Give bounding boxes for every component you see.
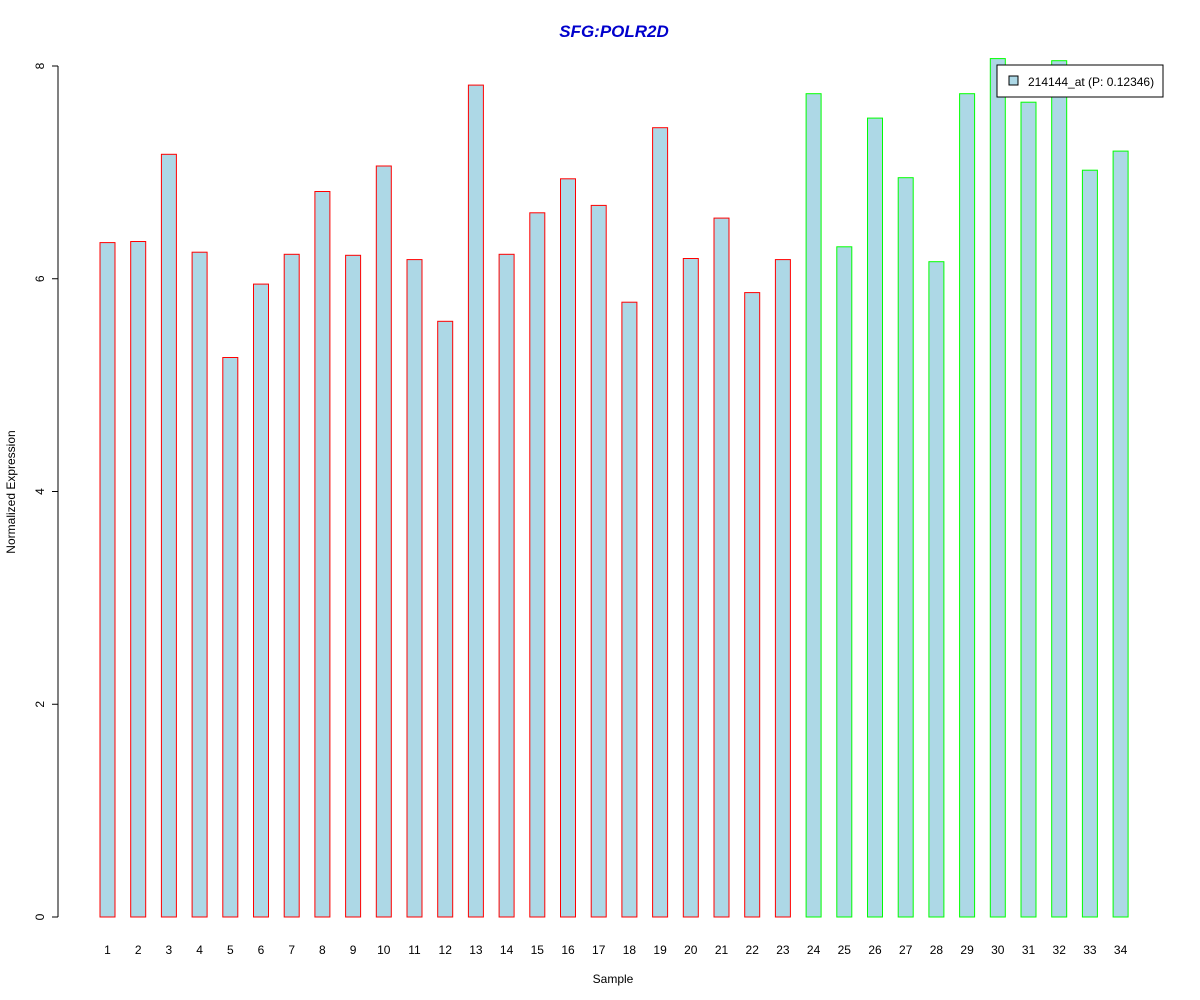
legend-box bbox=[996, 64, 1164, 98]
bar-sample-24 bbox=[805, 93, 822, 918]
y-tick-label: 2 bbox=[33, 701, 47, 708]
bar-sample-2 bbox=[130, 241, 147, 918]
x-tick-label: 29 bbox=[960, 943, 974, 957]
x-tick-label: 26 bbox=[868, 943, 882, 957]
x-axis: 1 2 3 4 5 6 7 8 9 10 11 12 13 14 15 16 17 18 19 20 21 22 23 24 2… bbox=[104, 943, 1127, 957]
y-tick-label: 4 bbox=[33, 488, 47, 495]
bar-sample-13 bbox=[467, 84, 484, 918]
x-tick-label: 9 bbox=[350, 943, 357, 957]
x-tick-label: 18 bbox=[623, 943, 637, 957]
bar-sample-30 bbox=[989, 58, 1006, 918]
bar-sample-14 bbox=[498, 253, 515, 918]
x-tick-label: 12 bbox=[439, 943, 453, 957]
y-tick-label: 6 bbox=[33, 275, 47, 282]
bar-sample-7 bbox=[283, 253, 300, 918]
x-tick-label: 19 bbox=[653, 943, 667, 957]
bar-sample-17 bbox=[590, 204, 607, 918]
x-axis-title: Sample bbox=[593, 972, 634, 986]
x-tick-label: 13 bbox=[469, 943, 483, 957]
bar-sample-4 bbox=[191, 251, 208, 918]
y-axis-title: Normalized Expression bbox=[4, 430, 18, 553]
x-tick-label: 17 bbox=[592, 943, 606, 957]
bar-sample-16 bbox=[560, 178, 576, 918]
x-tick-label: 16 bbox=[561, 943, 575, 957]
legend-label: 214144_at (P: 0.12346) bbox=[1028, 75, 1154, 89]
bar-sample-23 bbox=[774, 259, 791, 918]
bar-sample-18 bbox=[621, 301, 638, 918]
x-tick-label: 30 bbox=[991, 943, 1005, 957]
bar-sample-10 bbox=[375, 165, 392, 918]
legend: 214144_at (P: 0.12346) bbox=[996, 64, 1164, 98]
bar-sample-31 bbox=[1020, 101, 1037, 918]
x-tick-label: 31 bbox=[1022, 943, 1036, 957]
bar-sample-26 bbox=[867, 117, 883, 918]
bar-sample-28 bbox=[928, 261, 945, 918]
x-tick-label: 1 bbox=[104, 943, 111, 957]
bar-sample-25 bbox=[836, 246, 853, 918]
x-tick-label: 7 bbox=[288, 943, 295, 957]
x-tick-label: 2 bbox=[135, 943, 142, 957]
x-tick-label: 15 bbox=[531, 943, 545, 957]
bar-sample-34 bbox=[1112, 150, 1129, 918]
x-tick-label: 5 bbox=[227, 943, 234, 957]
bar-sample-1 bbox=[99, 242, 116, 918]
x-tick-label: 6 bbox=[258, 943, 265, 957]
legend-swatch bbox=[1008, 75, 1019, 86]
bar-sample-20 bbox=[682, 258, 699, 918]
x-tick-label: 23 bbox=[776, 943, 790, 957]
bar-sample-27 bbox=[897, 177, 914, 918]
bar-sample-9 bbox=[345, 254, 362, 918]
x-tick-label: 10 bbox=[377, 943, 391, 957]
x-tick-label: 8 bbox=[319, 943, 326, 957]
x-tick-label: 32 bbox=[1053, 943, 1067, 957]
bar-sample-12 bbox=[437, 320, 454, 918]
x-tick-label: 28 bbox=[930, 943, 944, 957]
x-tick-label: 14 bbox=[500, 943, 514, 957]
x-tick-label: 4 bbox=[196, 943, 203, 957]
x-tick-label: 33 bbox=[1083, 943, 1097, 957]
bar-sample-8 bbox=[314, 191, 331, 918]
bar-sample-29 bbox=[959, 93, 976, 918]
x-tick-label: 25 bbox=[838, 943, 852, 957]
y-tick-label: 8 bbox=[33, 62, 47, 69]
bar-sample-5 bbox=[222, 357, 239, 918]
x-tick-label: 34 bbox=[1114, 943, 1128, 957]
x-tick-label: 24 bbox=[807, 943, 821, 957]
bar-sample-15 bbox=[529, 212, 546, 918]
bar-sample-33 bbox=[1081, 169, 1098, 918]
bar-sample-22 bbox=[744, 292, 761, 918]
bar-sample-19 bbox=[652, 127, 669, 918]
bar-sample-11 bbox=[406, 259, 423, 918]
x-tick-label: 20 bbox=[684, 943, 698, 957]
bar-sample-32 bbox=[1051, 60, 1068, 918]
bar-sample-6 bbox=[253, 283, 269, 918]
x-tick-label: 27 bbox=[899, 943, 913, 957]
chart-title: SFG:POLR2D bbox=[559, 22, 669, 41]
bars bbox=[99, 58, 1129, 918]
x-tick-label: 11 bbox=[408, 943, 421, 957]
bar-sample-21 bbox=[713, 217, 730, 918]
x-tick-label: 21 bbox=[715, 943, 729, 957]
x-tick-label: 22 bbox=[746, 943, 760, 957]
y-tick-label: 0 bbox=[33, 913, 47, 920]
x-tick-label: 3 bbox=[166, 943, 173, 957]
y-axis: 0 2 4 6 8 bbox=[33, 62, 59, 920]
bar-sample-3 bbox=[160, 153, 177, 918]
